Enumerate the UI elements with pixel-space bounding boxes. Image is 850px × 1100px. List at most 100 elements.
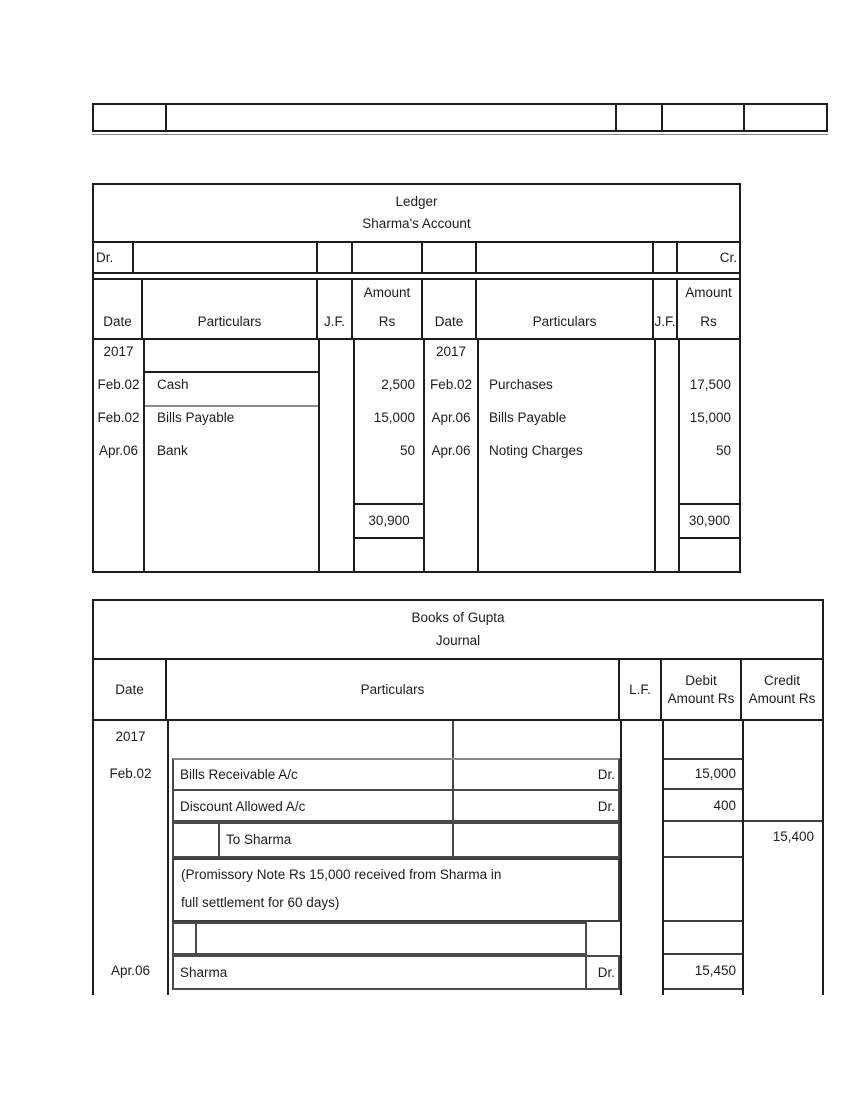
grid-line-vertical — [318, 340, 320, 571]
grid-line-vertical — [678, 340, 680, 571]
amount-label: Amount — [363, 285, 411, 300]
ledger-header-jf-right: J.F. — [654, 280, 678, 338]
ledger-amount: 15,000 — [689, 410, 731, 425]
ledger-particulars: Bank — [157, 443, 188, 458]
ledger-particulars: Cash — [157, 377, 189, 392]
ledger-title-block: Ledger Sharma's Account — [94, 185, 739, 243]
debit-label: Debit — [685, 672, 717, 688]
ledger-date: Apr.06 — [431, 443, 471, 458]
journal-debit-amount: 400 — [713, 798, 736, 813]
ledger-total-right: 30,900 — [688, 513, 731, 528]
dr-suffix: Dr. — [597, 965, 615, 980]
journal-subtitle: Journal — [435, 633, 481, 648]
journal-entry-box: To Sharma — [172, 822, 620, 858]
credit-cell-line — [744, 820, 822, 822]
journal-header-debit: Debit Amount Rs — [662, 660, 742, 719]
ledger-title: Ledger — [395, 194, 438, 209]
table-fragment-top — [92, 103, 828, 132]
journal-header-credit: Credit Amount Rs — [742, 660, 822, 719]
entry-box-divider — [585, 957, 587, 988]
ledger-header-date-right: Date — [423, 280, 477, 338]
debit-amount-label: Amount Rs — [667, 690, 735, 706]
entry-box-divider — [218, 824, 220, 856]
journal-account: Sharma — [180, 965, 228, 980]
total-box-line — [680, 537, 739, 539]
debit-cell-line — [664, 820, 742, 822]
dr-suffix: Dr. — [597, 799, 615, 814]
ledger-date: Feb.02 — [97, 410, 140, 425]
journal-date: Apr.06 — [110, 963, 151, 978]
rs-label: Rs — [378, 314, 396, 329]
ledger-drcr-cell — [654, 243, 678, 272]
debit-cell-line — [664, 988, 742, 990]
ledger-particulars: Noting Charges — [489, 443, 583, 458]
journal-entry-box: Sharma Dr. — [172, 955, 620, 990]
grid-line-vertical — [654, 340, 656, 571]
total-box-line — [355, 537, 423, 539]
journal-year: 2017 — [115, 729, 146, 744]
ledger-year-left: 2017 — [103, 344, 134, 359]
journal-debit-amount: 15,000 — [694, 766, 736, 781]
ledger-particulars: Bills Payable — [157, 410, 235, 425]
grid-line-vertical — [620, 721, 622, 995]
journal-narration-box: (Promissory Note Rs 15,000 received from… — [172, 858, 620, 922]
journal-header-particulars: Particulars — [167, 660, 620, 719]
journal-debit-amount: 15,450 — [694, 963, 736, 978]
table-fragment-cell-credit — [745, 105, 826, 130]
ledger-subtitle: Sharma's Account — [362, 216, 471, 231]
debit-cell-line — [664, 856, 742, 858]
ledger-drcr-cell — [423, 243, 477, 272]
journal-title-block: Books of Gupta Journal — [94, 601, 822, 660]
debit-cell-line — [664, 788, 742, 790]
ledger-header-row: Date Particulars J.F. Amount Rs Date Par… — [94, 278, 739, 340]
ledger-header-amount-left: Amount Rs — [353, 280, 423, 338]
ledger-header-particulars-right: Particulars — [477, 280, 654, 338]
credit-label: Credit — [763, 672, 800, 688]
credit-amount-label: Amount Rs — [748, 690, 816, 706]
ledger-dr-cell: Dr. — [94, 243, 134, 272]
ledger-particulars: Bills Payable — [489, 410, 567, 425]
ledger-amount: 15,000 — [373, 410, 415, 425]
cr-label: Cr. — [719, 249, 737, 265]
journal-body: Bills Receivable A/c Dr. Discount Allowe… — [94, 721, 822, 995]
entry-box-divider — [452, 824, 454, 856]
table-fragment-cell-lf — [617, 105, 663, 130]
grid-line-horizontal — [145, 405, 318, 407]
total-box-line — [680, 503, 739, 505]
entry-box-line — [174, 789, 618, 791]
journal-account-credit: To Sharma — [226, 832, 292, 847]
debit-cell-line — [664, 758, 742, 760]
total-box-line — [355, 503, 423, 505]
ledger-header-particulars-left: Particulars — [143, 280, 318, 338]
ledger-amount: 50 — [399, 443, 415, 458]
ledger-header-jf-left: J.F. — [318, 280, 353, 338]
rs-label: Rs — [700, 314, 717, 329]
ledger-drcr-row: Dr. Cr. — [94, 243, 739, 274]
ledger-amount: 2,500 — [381, 377, 415, 392]
ledger-drcr-cell — [318, 243, 353, 272]
journal-title: Books of Gupta — [411, 610, 505, 625]
grid-line-vertical — [353, 340, 355, 571]
table-fragment-cell-particulars — [167, 105, 617, 130]
grid-line-vertical — [167, 721, 169, 995]
journal-account: Bills Receivable A/c — [180, 767, 298, 782]
table-fragment-underline — [92, 134, 828, 135]
ledger-drcr-cell — [477, 243, 654, 272]
journal-header-lf: L.F. — [620, 660, 662, 719]
ledger-date: Feb.02 — [97, 377, 140, 392]
debit-cell-line — [664, 920, 742, 922]
journal-header-row: Date Particulars L.F. Debit Amount Rs Cr… — [94, 660, 822, 721]
table-fragment-cell-debit — [663, 105, 745, 130]
ledger-cr-cell: Cr. — [678, 243, 739, 272]
ledger-drcr-cell — [134, 243, 318, 272]
journal-header-date: Date — [94, 660, 167, 719]
grid-line-horizontal — [145, 371, 318, 373]
dr-suffix: Dr. — [597, 767, 615, 782]
grid-line-vertical — [423, 340, 425, 571]
ledger-date: Feb.02 — [429, 377, 473, 392]
amount-label: Amount — [685, 285, 732, 300]
ledger-particulars: Purchases — [489, 377, 553, 392]
ledger-date: Apr.06 — [98, 443, 139, 458]
entry-box-divider — [452, 760, 454, 820]
